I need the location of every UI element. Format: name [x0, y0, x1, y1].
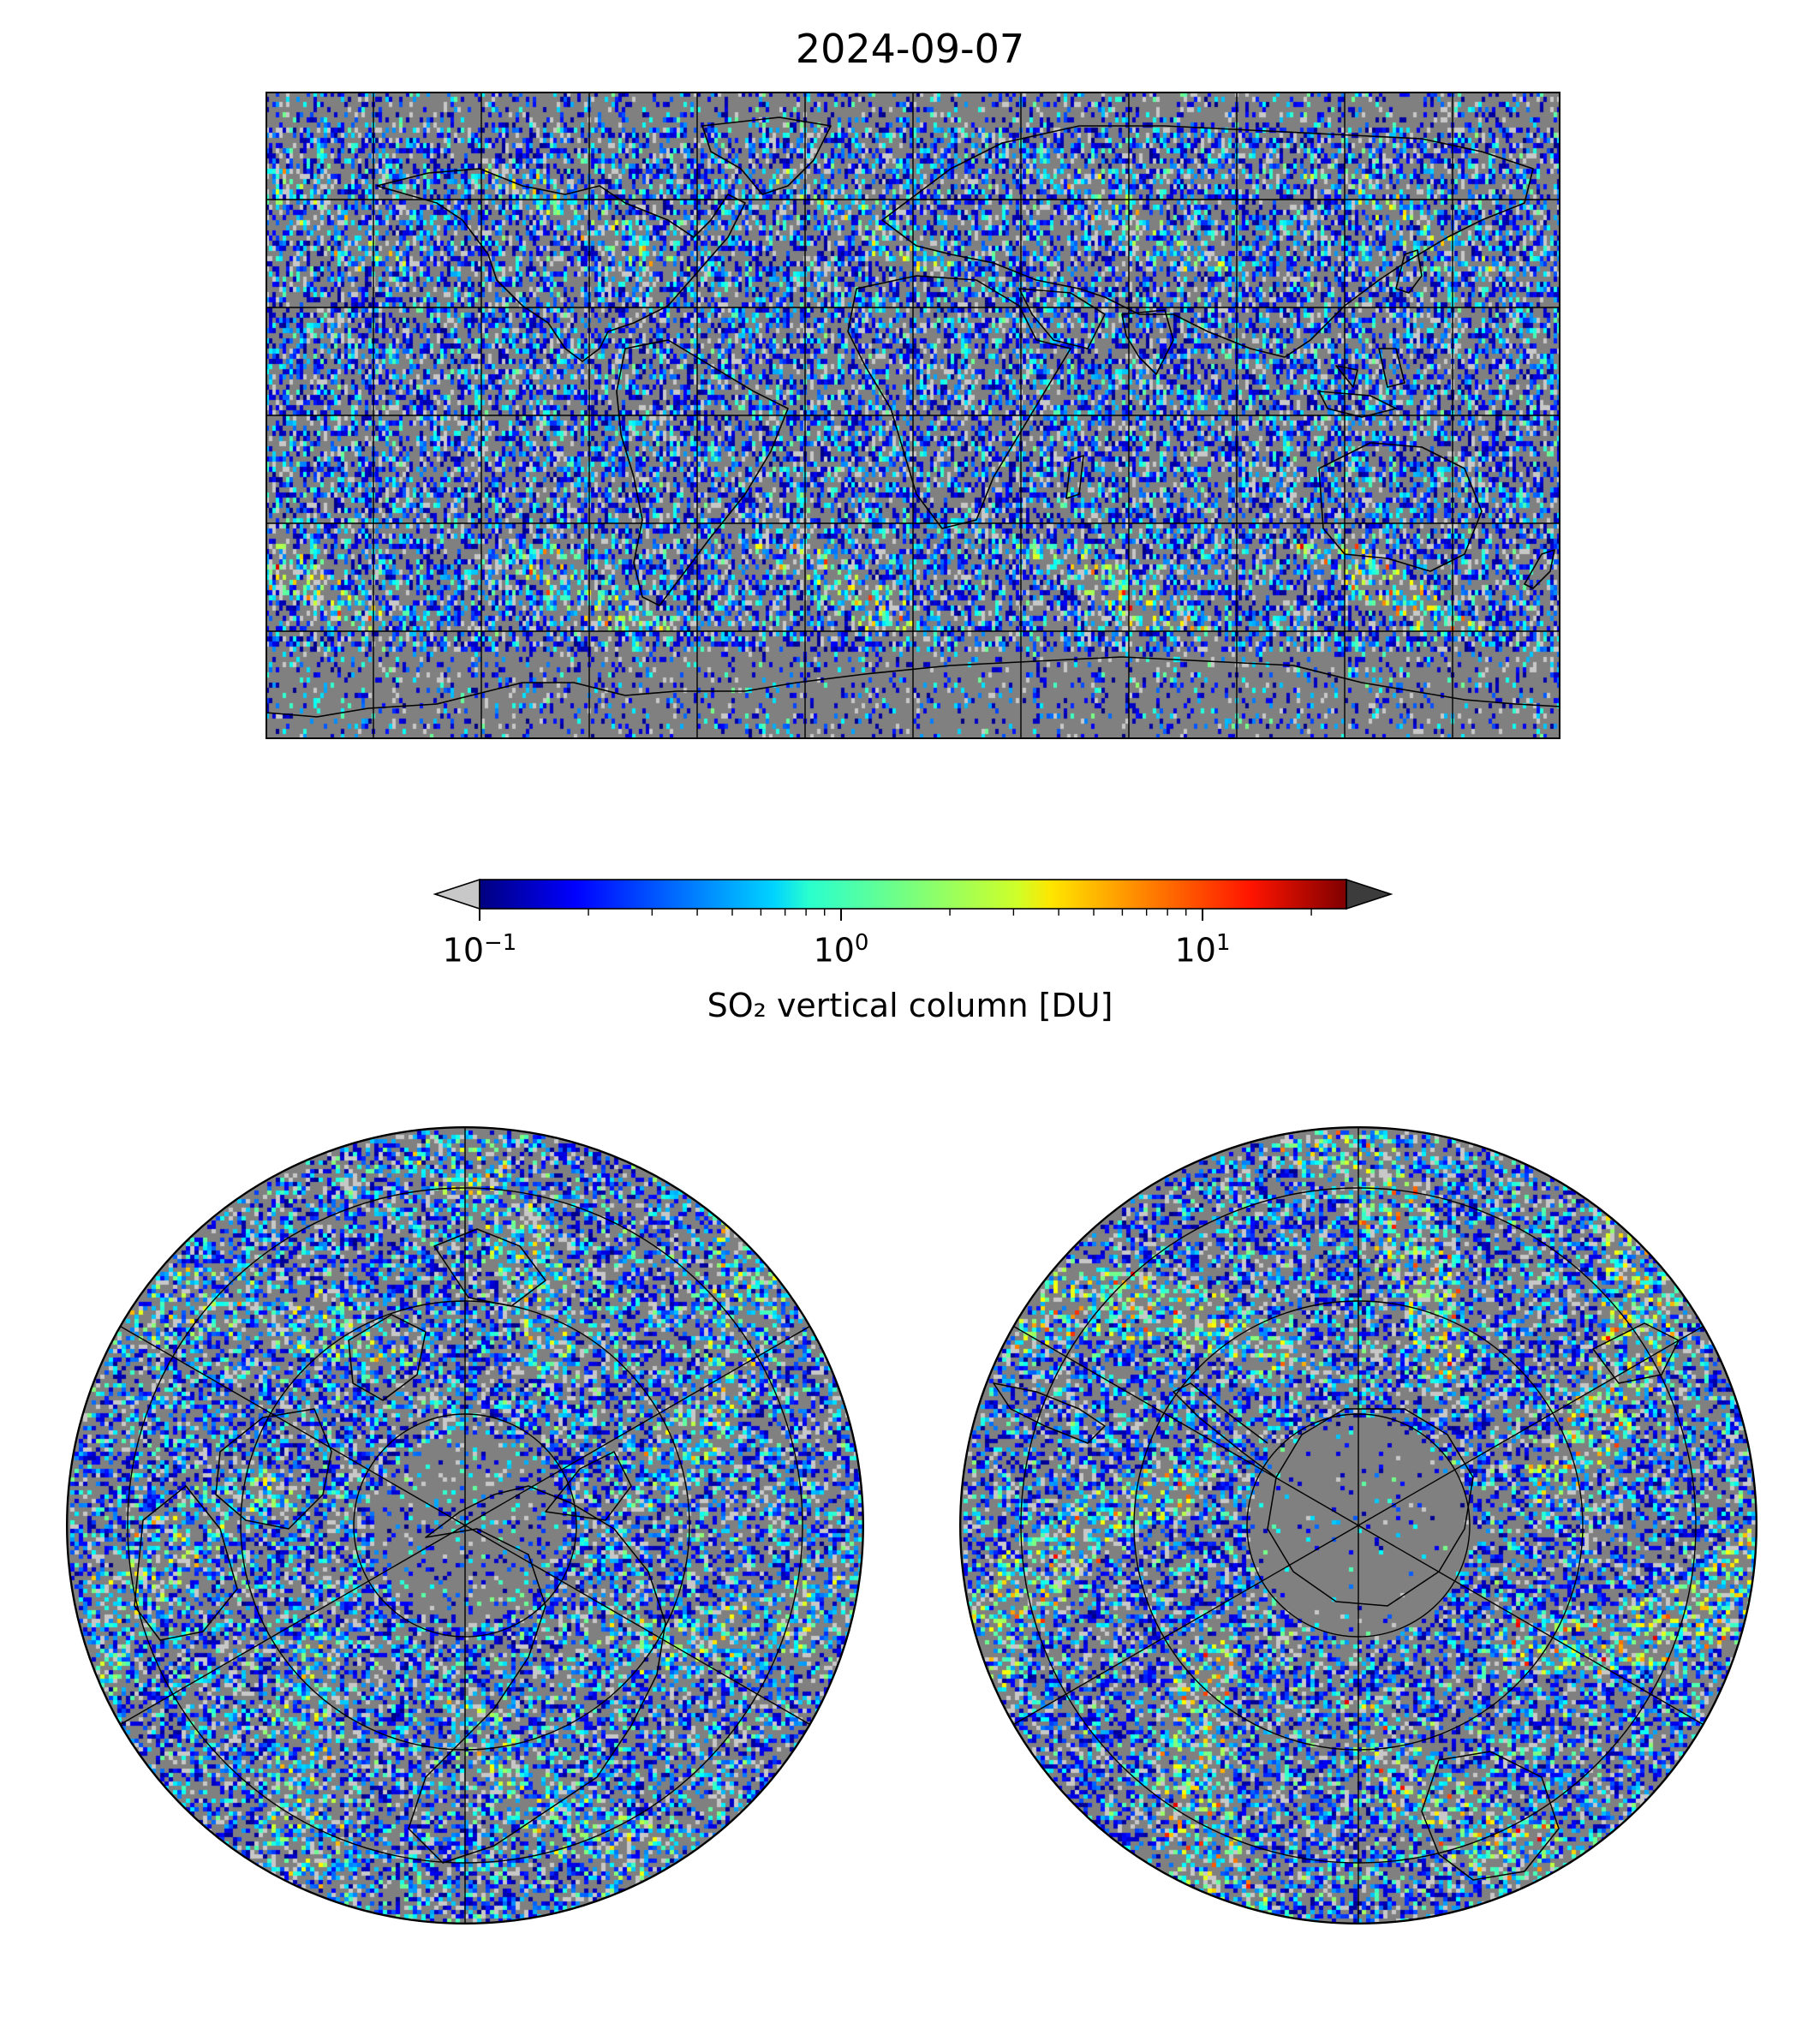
coastline-south-america — [616, 339, 789, 606]
coastline-eurasia — [881, 125, 1534, 358]
colorbar — [433, 878, 1393, 921]
world-map-frame — [266, 92, 1560, 739]
coastline-greenland — [701, 116, 832, 195]
north-polar-coastlines — [134, 1228, 666, 1864]
coastline-japan — [1395, 249, 1423, 294]
coastline-antarctica — [266, 656, 1560, 718]
north-polar-gridlines — [119, 1127, 811, 1924]
north-polar-overlay — [66, 1126, 864, 1925]
south-polar-map — [959, 1126, 1757, 1925]
meridian-line — [464, 1325, 811, 1526]
colorbar-ticks — [479, 909, 1312, 921]
figure-title: 2024-09-07 — [795, 26, 1025, 72]
coastline-arabia — [1018, 288, 1106, 349]
coastline-sea-islands — [1318, 348, 1405, 418]
south-polar-coastlines — [993, 1322, 1680, 1881]
meridian-line — [1012, 1325, 1359, 1526]
colorbar-label: SO₂ vertical column [DU] — [707, 987, 1113, 1024]
world-map — [266, 92, 1560, 739]
north-polar-frame — [66, 1126, 864, 1925]
colorbar-tick-label: 100 — [813, 930, 869, 970]
coastline-antarctica-polar — [1267, 1408, 1474, 1607]
south-polar-gridlines — [1012, 1127, 1704, 1924]
coastline-scandinavia — [545, 1451, 632, 1521]
north-polar-map — [66, 1126, 864, 1925]
world-coastlines — [266, 116, 1560, 718]
meridian-line — [119, 1325, 466, 1526]
south-polar-frame — [959, 1126, 1757, 1925]
coastline-madagascar — [1065, 455, 1084, 499]
colorbar-frame — [479, 879, 1347, 910]
meridian-line — [464, 1525, 811, 1726]
colorbar-tick-label: 10−1 — [442, 930, 517, 970]
meridian-line — [1358, 1525, 1704, 1726]
colorbar-gradient — [480, 880, 1346, 909]
coastline-india — [1121, 309, 1174, 375]
coastline-australia-polar — [1421, 1751, 1560, 1881]
coastline-south-america-polar — [993, 1382, 1106, 1444]
coastline-north-america-polar — [134, 1485, 238, 1641]
coastline-arctic-canada — [215, 1408, 332, 1530]
colorbar-tick-label: 101 — [1174, 930, 1231, 970]
coastline-north-america — [376, 168, 746, 362]
coastline-africa — [847, 275, 1071, 529]
coastline-alaska-siberia — [433, 1228, 546, 1307]
coastline-antarctic-peninsula — [1173, 1382, 1277, 1478]
world-gridlines — [266, 92, 1560, 739]
coastline-greenland-north — [348, 1314, 427, 1401]
meridian-line — [1012, 1525, 1359, 1726]
colorbar-under-extension — [433, 878, 480, 910]
meridian-line — [119, 1525, 466, 1726]
coastline-new-zealand — [1524, 549, 1555, 589]
colorbar-over-extension — [1346, 878, 1393, 910]
coastline-eurasia-polar — [408, 1485, 666, 1864]
coastline-australia — [1318, 442, 1483, 572]
meridian-line — [1358, 1325, 1704, 1526]
coastline-africa-polar — [1592, 1322, 1680, 1384]
world-map-overlay — [266, 92, 1560, 739]
south-polar-overlay — [959, 1126, 1757, 1925]
